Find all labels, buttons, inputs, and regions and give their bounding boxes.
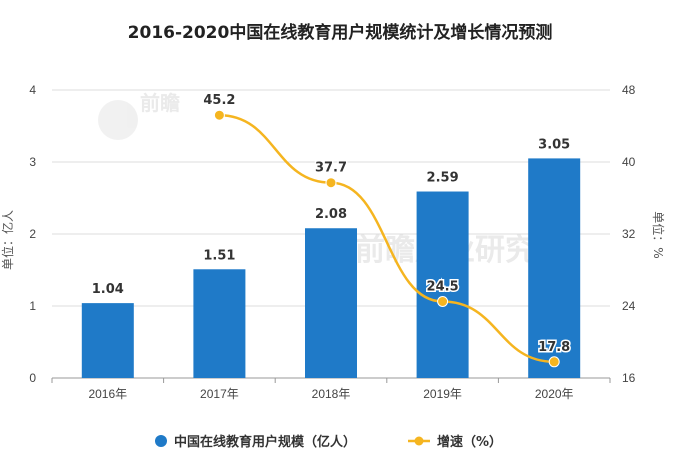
- bar-data-label: 2.59: [427, 171, 459, 186]
- line-data-label: 45.2: [203, 93, 235, 108]
- line-data-label: 24.5: [427, 280, 459, 295]
- legend-bar-swatch: [155, 435, 167, 447]
- bar[interactable]: [193, 269, 246, 378]
- y-left-tick-label: 0: [29, 371, 36, 385]
- x-tick-label: 2016年: [88, 387, 127, 401]
- y-right-tick-label: 16: [622, 371, 636, 385]
- bar[interactable]: [81, 303, 134, 378]
- bar-data-label: 3.05: [538, 137, 570, 152]
- bar-data-label: 2.08: [315, 207, 347, 222]
- x-tick-label: 2019年: [423, 387, 462, 401]
- bar-data-label: 1.04: [92, 282, 124, 297]
- bar[interactable]: [416, 191, 469, 378]
- y-right-tick-label: 32: [622, 227, 636, 241]
- y-right-tick-label: 40: [622, 155, 636, 169]
- y-left-axis-title: 单位：亿人: [0, 210, 15, 270]
- x-tick-label: 2017年: [200, 387, 239, 401]
- y-right-tick-label: 48: [622, 83, 636, 97]
- y-right-axis-title: 单位：%: [651, 211, 666, 258]
- svg-text:前瞻: 前瞻: [140, 91, 180, 115]
- bar-data-label: 1.51: [203, 248, 235, 263]
- line-point[interactable]: [548, 356, 560, 368]
- y-left-tick-label: 3: [29, 155, 36, 169]
- line-point[interactable]: [325, 177, 337, 189]
- bar[interactable]: [305, 228, 357, 378]
- growth-rate-line: [219, 113, 555, 364]
- y-left-tick-label: 4: [29, 83, 36, 97]
- y-left-tick-label: 1: [29, 299, 36, 313]
- line-data-label: 17.8: [538, 340, 570, 355]
- legend-line-marker: [414, 436, 424, 446]
- y-left-tick-label: 2: [29, 227, 36, 241]
- x-tick-label: 2020年: [535, 387, 574, 401]
- legend-line-label: 增速（%）: [437, 434, 502, 450]
- chart-title: 2016-2020中国在线教育用户规模统计及增长情况预测: [127, 23, 553, 43]
- line-data-label: 37.7: [315, 161, 347, 176]
- line-point[interactable]: [213, 109, 225, 121]
- line-point[interactable]: [437, 296, 449, 307]
- x-tick-label: 2018年: [312, 387, 351, 401]
- y-right-tick-label: 24: [622, 299, 636, 313]
- legend-bar-label: 中国在线教育用户规模（亿人）: [174, 434, 356, 450]
- bar[interactable]: [528, 158, 581, 378]
